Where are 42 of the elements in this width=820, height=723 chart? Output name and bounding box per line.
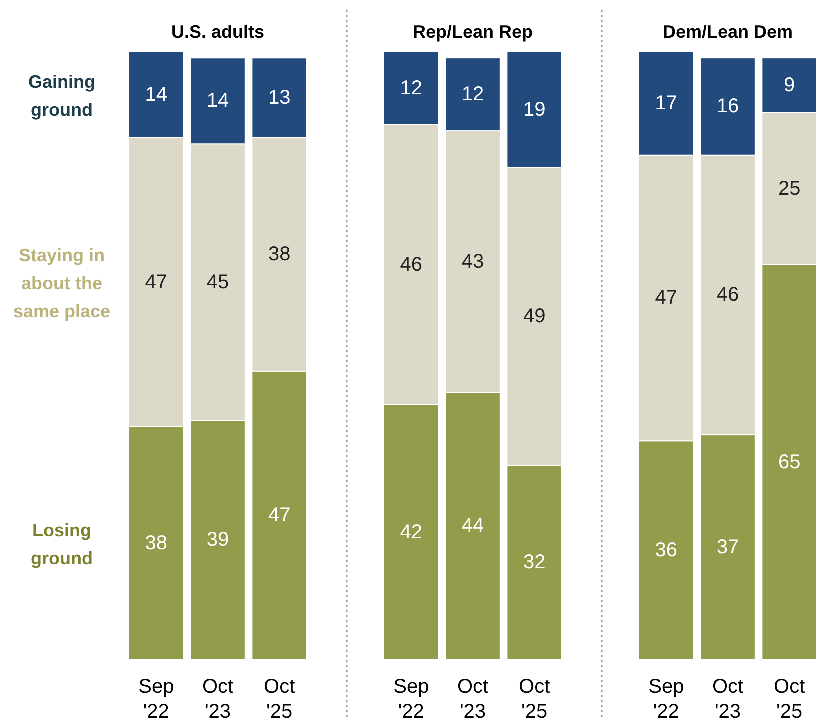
series-label: Staying in about the same place [13,245,111,322]
data-label: 42 [400,521,423,544]
x-tick-label: Oct '25 [264,676,296,723]
x-tick-label: Oct '23 [202,676,234,723]
text: Losing ground [31,520,93,568]
data-label: 17 [655,92,678,115]
data-label: 12 [462,84,484,106]
x-tick-label: Oct '23 [712,676,744,723]
data-label: 45 [206,271,230,294]
data-label: 37 [716,536,740,559]
data-label: 13 [268,87,291,110]
series-label: Gaining ground [28,72,96,120]
data-label: 14 [206,90,230,112]
data-label: 32 [523,552,546,574]
data-label: 46 [716,284,740,306]
chart-title: Dem/Lean Dem [662,22,794,42]
data-label: 38 [268,244,291,266]
data-label: 43 [462,250,484,273]
data-label: 49 [523,305,546,328]
data-label: 47 [655,287,678,310]
data-label: 25 [778,178,801,200]
data-label: 38 [145,532,168,554]
data-label: 9 [784,74,796,96]
data-label: 44 [462,515,484,538]
chart-title: U.S. adults [171,22,265,42]
data-label: 46 [400,254,423,276]
x-tick-label: Sep '22 [394,676,430,723]
x-tick-label: Oct '25 [519,676,551,723]
data-label: 14 [145,84,168,106]
x-tick-label: Oct '25 [774,676,806,723]
x-tick-label: Oct '23 [457,676,489,723]
data-label: 65 [778,451,801,474]
x-tick-label: Sep '22 [138,676,174,723]
x-tick-label: Sep '22 [648,676,684,723]
data-label: 12 [400,77,423,100]
data-label: 47 [145,271,168,294]
chart-title: Rep/Lean Rep [412,22,534,42]
data-label: 19 [523,98,546,121]
data-label: 36 [655,540,678,562]
data-label: 16 [716,96,740,118]
data-label: 39 [206,529,230,552]
data-label: 47 [268,504,291,527]
